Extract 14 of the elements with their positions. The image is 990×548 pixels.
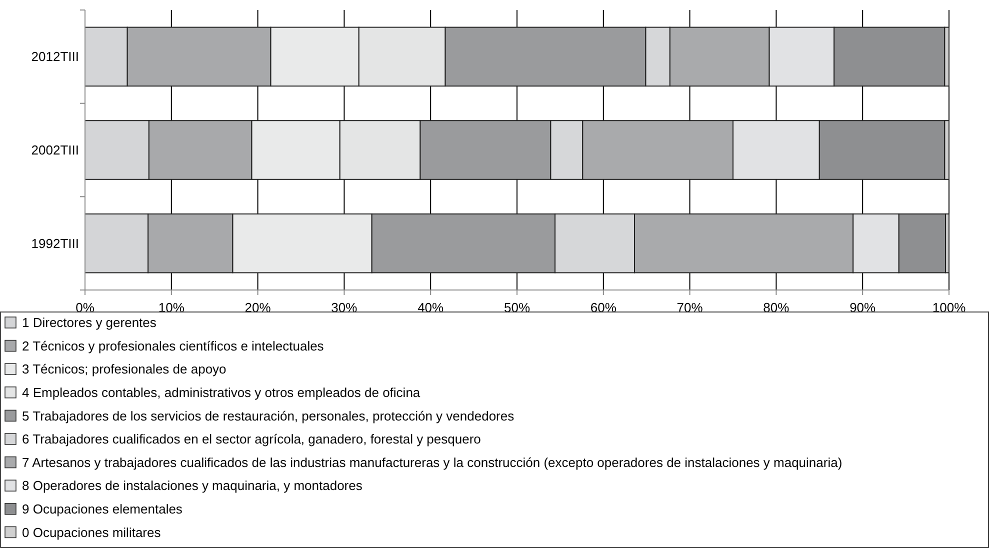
- legend-label: 5 Trabajadores de los servicios de restauración, personales, protección y vendedores: [22, 408, 515, 424]
- legend-label: 1 Directores y gerentes: [22, 315, 157, 330]
- legend-label: 2 Técnicos y profesionales científicos e intelectuales: [22, 338, 324, 354]
- x-tick-label: 40%: [418, 300, 444, 315]
- legend-label: 8 Operadores de instalaciones y maquinaria, y montadores: [22, 478, 363, 494]
- legend-label: 4 Empleados contables, administrativos y otros empleados de oficina: [22, 384, 421, 400]
- legend-label: 9 Ocupaciones elementales: [22, 501, 183, 516]
- legend-label: 6 Trabajadores cualificados en el sector agrícola, ganadero, forestal y pesquero: [22, 432, 481, 447]
- legend-label: 3 Técnicos; profesionales de apoyo: [22, 362, 226, 377]
- y-tick-label: 2002TIII: [31, 142, 79, 158]
- y-tick-label: 1992TIII: [31, 236, 79, 251]
- y-tick-label: 2012TIII: [31, 49, 79, 64]
- legend-label: 0 Ocupaciones militares: [22, 524, 162, 540]
- legend-label: 7 Artesanos y trabajadores cualificados de las industrias manufactureras y la construcción (excepto operadores de instalaciones y maquinaria): [22, 454, 842, 470]
